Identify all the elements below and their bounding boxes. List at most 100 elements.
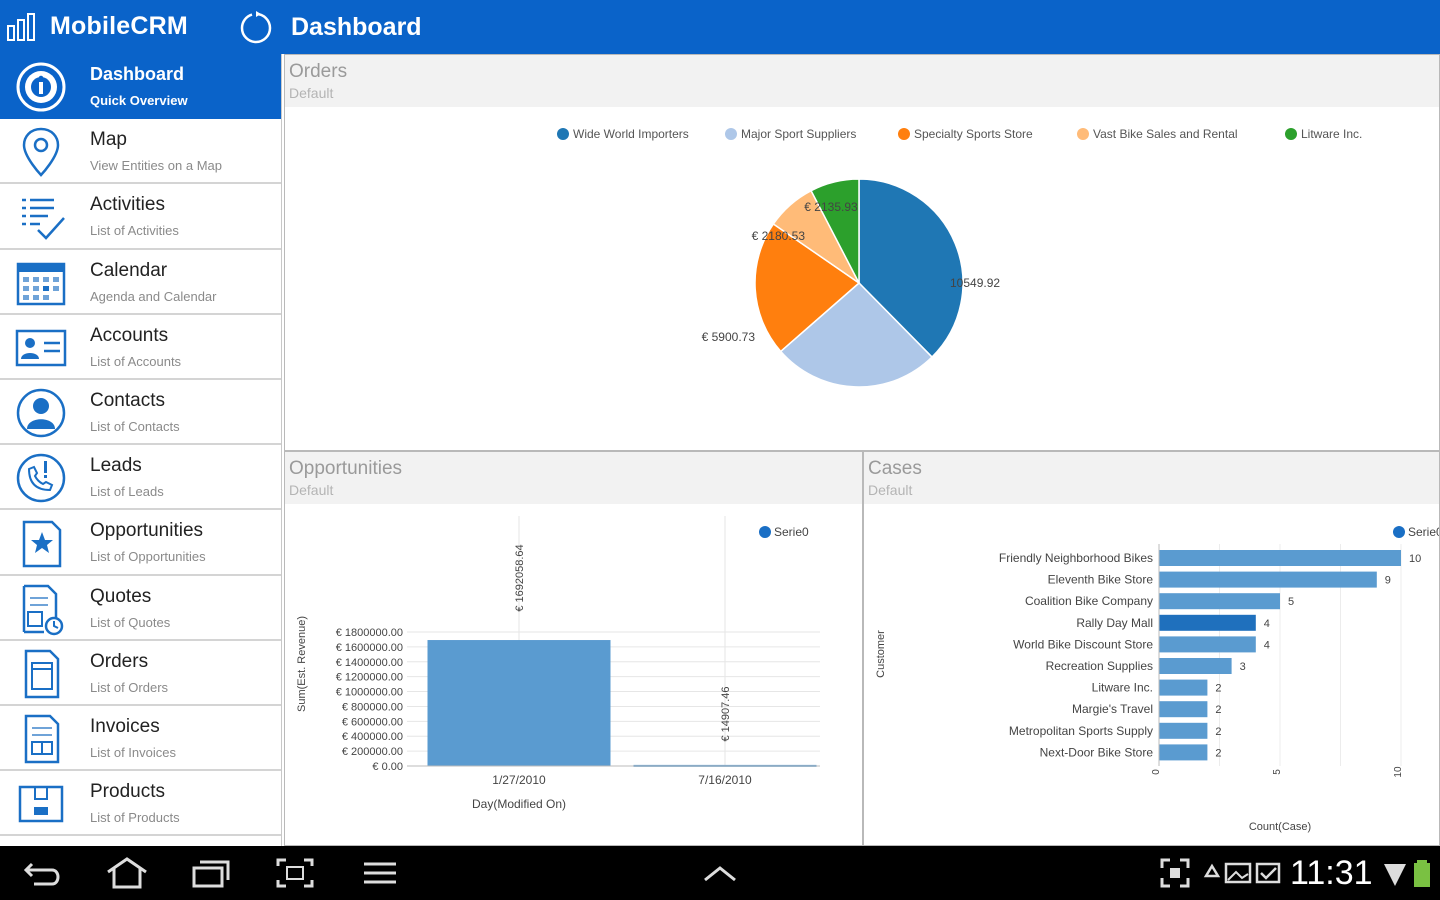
y-tick-label: € 0.00	[372, 761, 403, 773]
y-axis-title: Customer	[875, 630, 887, 678]
y-tick-label: Coalition Bike Company	[1025, 594, 1153, 608]
orders-panel[interactable]: Orders Default Wide World Importers Major…	[284, 54, 1440, 451]
x-tick-label: 10	[1393, 766, 1404, 778]
recent-apps-icon[interactable]	[188, 856, 234, 890]
lead-phone-icon	[16, 453, 66, 503]
sidebar-item-map[interactable]: Map View Entities on a Map	[0, 119, 281, 185]
sidebar-item-sublabel: List of Opportunities	[90, 549, 206, 565]
y-tick-label: € 600000.00	[342, 716, 403, 728]
sidebar-item-sublabel: List of Products	[90, 810, 180, 826]
y-tick-label: € 200000.00	[342, 746, 403, 758]
panel-title: Cases	[868, 458, 922, 479]
pie-slice	[858, 178, 964, 359]
opportunity-star-icon	[22, 521, 62, 568]
sidebar-item-dashboard[interactable]: Dashboard Quick Overview	[0, 54, 281, 120]
x-tick-label: 1/27/2010	[492, 773, 546, 787]
legend-label: Litware Inc.	[1301, 127, 1362, 141]
x-tick-label: 0	[1151, 769, 1162, 775]
sidebar-item-sublabel: List of Quotes	[90, 614, 171, 630]
x-tick-label: 7/16/2010	[698, 773, 752, 787]
screenshot-icon[interactable]	[272, 856, 318, 890]
cases-panel[interactable]: Cases Default Friendly Neighborhood Bike…	[863, 451, 1440, 846]
bar-data-label: € 1692058.64	[514, 544, 526, 611]
menu-icon[interactable]	[356, 856, 402, 890]
app-title: MobileCRM	[50, 12, 188, 40]
x-axis-title: Day(Modified On)	[472, 797, 566, 811]
legend-label: Wide World Importers	[573, 127, 689, 141]
panel-title: Opportunities	[289, 458, 403, 479]
sidebar-item-quotes[interactable]: Quotes List of Quotes	[0, 575, 281, 641]
pie-slice	[779, 281, 934, 388]
bar	[1159, 550, 1401, 566]
chevron-up-icon[interactable]	[697, 856, 743, 890]
y-tick-label: Rally Day Mall	[1076, 616, 1153, 630]
sidebar-item-sublabel: List of Accounts	[90, 353, 182, 369]
bar	[1159, 679, 1208, 696]
dashboard-gauge-icon	[16, 62, 66, 112]
status-clock: 11:31	[1290, 854, 1373, 892]
page-title: Dashboard	[291, 13, 422, 41]
sidebar-item-sublabel: List of Orders	[90, 679, 169, 695]
order-document-icon	[24, 649, 60, 698]
legend-label: Specialty Sports Store	[914, 127, 1033, 141]
sidebar-item-orders[interactable]: Orders List of Orders	[0, 640, 281, 706]
legend-swatch	[1285, 128, 1297, 140]
sidebar-item-label: Invoices	[90, 715, 160, 737]
legend-swatch	[898, 128, 910, 140]
pie-data-label: 10549.92	[950, 276, 1000, 290]
sidebar-item-calendar[interactable]: Calendar Agenda and Calendar	[0, 249, 281, 315]
bar-data-label: 10	[1409, 553, 1421, 565]
sidebar-item-accounts[interactable]: Accounts List of Accounts	[0, 314, 281, 380]
bar	[1159, 571, 1377, 588]
bar-data-label: 4	[1264, 618, 1270, 630]
back-icon[interactable]	[20, 856, 66, 890]
sidebar-item-sublabel: Agenda and Calendar	[90, 288, 217, 304]
sidebar-item-opportunities[interactable]: Opportunities List of Opportunities	[0, 510, 281, 576]
legend-swatch	[1393, 526, 1405, 538]
map-pin-icon	[22, 127, 60, 178]
sidebar-item-activities[interactable]: Activities List of Activities	[0, 184, 281, 250]
sidebar-item-label: Products	[90, 781, 165, 803]
legend-label: Vast Bike Sales and Rental	[1093, 127, 1238, 141]
y-tick-label: World Bike Discount Store	[1013, 637, 1153, 651]
legend-label: Serie0	[1408, 525, 1439, 539]
app-logo-icon	[7, 13, 35, 41]
pie-data-label: € 2135.93	[804, 200, 858, 214]
quote-document-icon	[22, 584, 64, 635]
invoice-document-icon	[24, 714, 60, 764]
y-tick-label: Friendly Neighborhood Bikes	[999, 551, 1153, 565]
y-tick-label: € 1200000.00	[336, 672, 403, 684]
sidebar: Dashboard Quick Overview Map View Entiti…	[0, 54, 282, 846]
sidebar-item-label: Quotes	[90, 585, 152, 607]
bar-data-label: 2	[1215, 683, 1221, 695]
sidebar-item-sublabel: List of Invoices	[90, 744, 176, 760]
fullscreen-icon	[1160, 858, 1190, 888]
sidebar-item-contacts[interactable]: Contacts List of Contacts	[0, 379, 281, 446]
sidebar-item-sublabel: List of Leads	[90, 484, 164, 500]
checklist-icon	[22, 199, 65, 241]
recycle-icon	[1203, 863, 1221, 878]
home-icon[interactable]	[104, 856, 150, 890]
legend-swatch	[557, 128, 569, 140]
y-tick-label: Litware Inc.	[1092, 681, 1153, 695]
x-axis-title: Count(Case)	[1249, 821, 1311, 833]
y-tick-label: € 1600000.00	[336, 642, 403, 654]
sidebar-item-leads[interactable]: Leads List of Leads	[0, 445, 281, 511]
opportunities-panel[interactable]: Opportunities Default € 0.00 € 200000.00 €…	[284, 451, 863, 846]
bar	[1159, 614, 1256, 631]
sidebar-item-invoices[interactable]: Invoices List of Invoices	[0, 705, 281, 772]
battery-icon	[1414, 860, 1430, 887]
contact-person-icon	[16, 388, 66, 438]
sidebar-item-label: Accounts	[90, 324, 169, 346]
panel-subtitle: Default	[289, 85, 334, 101]
bar	[1159, 701, 1208, 718]
legend-swatch	[1077, 128, 1089, 140]
legend-label: Serie0	[774, 525, 809, 539]
opportunities-bar-chart: € 0.00 € 200000.00 € 400000.00 € 600000.00 €…	[296, 516, 820, 811]
y-tick-label: Recreation Supplies	[1046, 659, 1153, 673]
gallery-icon	[1224, 862, 1252, 884]
sidebar-item-label: Leads	[90, 455, 142, 477]
bar	[1159, 744, 1208, 761]
sidebar-item-products[interactable]: Products List of Products	[0, 771, 281, 837]
refresh-icon[interactable]	[238, 10, 274, 46]
